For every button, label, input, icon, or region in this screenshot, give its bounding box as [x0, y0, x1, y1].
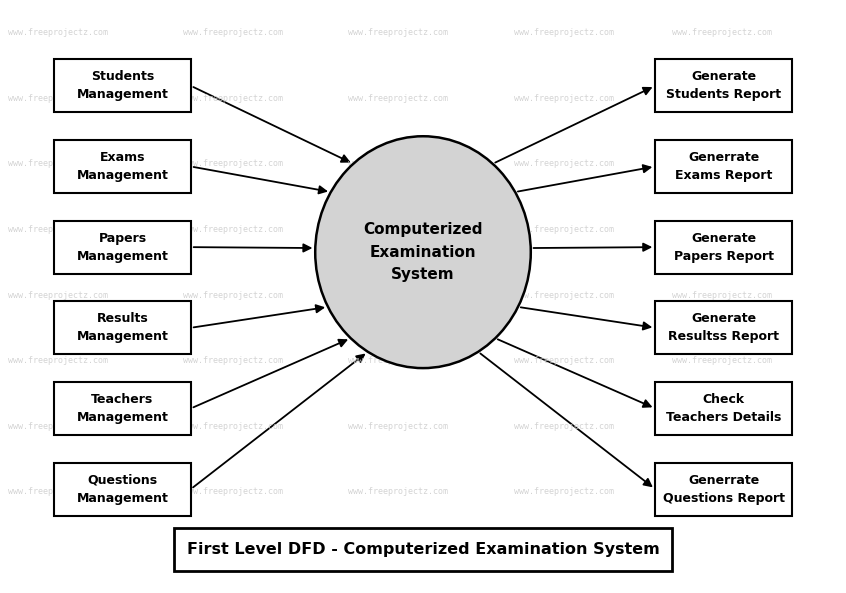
Text: www.freeprojectz.com: www.freeprojectz.com: [514, 225, 614, 234]
FancyBboxPatch shape: [54, 59, 191, 112]
Text: www.freeprojectz.com: www.freeprojectz.com: [672, 94, 772, 103]
Text: Generate
Students Report: Generate Students Report: [666, 71, 781, 101]
Text: Results
Management: Results Management: [76, 313, 168, 343]
Text: Teachers
Management: Teachers Management: [76, 393, 168, 424]
Text: www.freeprojectz.com: www.freeprojectz.com: [8, 28, 108, 37]
Text: www.freeprojectz.com: www.freeprojectz.com: [349, 160, 448, 168]
Text: Check
Teachers Details: Check Teachers Details: [666, 393, 781, 424]
Text: www.freeprojectz.com: www.freeprojectz.com: [349, 356, 448, 365]
Text: www.freeprojectz.com: www.freeprojectz.com: [514, 28, 614, 37]
FancyBboxPatch shape: [54, 382, 191, 435]
Text: First Level DFD - Computerized Examination System: First Level DFD - Computerized Examinati…: [187, 542, 659, 557]
Text: Exams
Management: Exams Management: [76, 151, 168, 182]
Text: www.freeprojectz.com: www.freeprojectz.com: [514, 422, 614, 431]
Text: www.freeprojectz.com: www.freeprojectz.com: [514, 160, 614, 168]
Text: www.freeprojectz.com: www.freeprojectz.com: [672, 291, 772, 299]
Text: www.freeprojectz.com: www.freeprojectz.com: [514, 487, 614, 496]
Text: www.freeprojectz.com: www.freeprojectz.com: [183, 422, 283, 431]
Text: www.freeprojectz.com: www.freeprojectz.com: [514, 356, 614, 365]
Text: Generrate
Exams Report: Generrate Exams Report: [675, 151, 772, 182]
Text: www.freeprojectz.com: www.freeprojectz.com: [183, 160, 283, 168]
Text: www.freeprojectz.com: www.freeprojectz.com: [672, 160, 772, 168]
Text: Computerized
Examination
System: Computerized Examination System: [363, 222, 483, 282]
Text: www.freeprojectz.com: www.freeprojectz.com: [672, 422, 772, 431]
Ellipse shape: [316, 136, 530, 368]
Text: www.freeprojectz.com: www.freeprojectz.com: [183, 225, 283, 234]
Text: Generate
Resultss Report: Generate Resultss Report: [668, 313, 779, 343]
Text: www.freeprojectz.com: www.freeprojectz.com: [8, 487, 108, 496]
FancyBboxPatch shape: [655, 140, 792, 193]
Text: www.freeprojectz.com: www.freeprojectz.com: [514, 94, 614, 103]
Text: www.freeprojectz.com: www.freeprojectz.com: [8, 225, 108, 234]
Text: www.freeprojectz.com: www.freeprojectz.com: [672, 356, 772, 365]
FancyBboxPatch shape: [54, 301, 191, 354]
Text: www.freeprojectz.com: www.freeprojectz.com: [349, 94, 448, 103]
FancyBboxPatch shape: [655, 463, 792, 515]
Text: www.freeprojectz.com: www.freeprojectz.com: [8, 291, 108, 299]
Text: www.freeprojectz.com: www.freeprojectz.com: [183, 487, 283, 496]
Text: www.freeprojectz.com: www.freeprojectz.com: [8, 356, 108, 365]
Text: Generate
Papers Report: Generate Papers Report: [673, 232, 773, 263]
FancyBboxPatch shape: [174, 528, 672, 571]
Text: Papers
Management: Papers Management: [76, 232, 168, 263]
Text: Generrate
Questions Report: Generrate Questions Report: [662, 474, 784, 505]
FancyBboxPatch shape: [655, 59, 792, 112]
Text: www.freeprojectz.com: www.freeprojectz.com: [349, 28, 448, 37]
Text: www.freeprojectz.com: www.freeprojectz.com: [349, 487, 448, 496]
FancyBboxPatch shape: [54, 140, 191, 193]
Text: www.freeprojectz.com: www.freeprojectz.com: [183, 28, 283, 37]
Text: www.freeprojectz.com: www.freeprojectz.com: [183, 291, 283, 299]
FancyBboxPatch shape: [655, 382, 792, 435]
Text: Students
Management: Students Management: [76, 71, 168, 101]
FancyBboxPatch shape: [655, 221, 792, 273]
FancyBboxPatch shape: [655, 301, 792, 354]
Text: www.freeprojectz.com: www.freeprojectz.com: [8, 160, 108, 168]
Text: www.freeprojectz.com: www.freeprojectz.com: [672, 487, 772, 496]
Text: www.freeprojectz.com: www.freeprojectz.com: [672, 28, 772, 37]
Text: www.freeprojectz.com: www.freeprojectz.com: [349, 291, 448, 299]
Text: www.freeprojectz.com: www.freeprojectz.com: [183, 94, 283, 103]
FancyBboxPatch shape: [54, 221, 191, 273]
Text: www.freeprojectz.com: www.freeprojectz.com: [183, 356, 283, 365]
Text: www.freeprojectz.com: www.freeprojectz.com: [349, 422, 448, 431]
Text: www.freeprojectz.com: www.freeprojectz.com: [349, 225, 448, 234]
FancyBboxPatch shape: [54, 463, 191, 515]
Text: www.freeprojectz.com: www.freeprojectz.com: [672, 225, 772, 234]
Text: www.freeprojectz.com: www.freeprojectz.com: [8, 422, 108, 431]
Text: www.freeprojectz.com: www.freeprojectz.com: [514, 291, 614, 299]
Text: Questions
Management: Questions Management: [76, 474, 168, 505]
Text: www.freeprojectz.com: www.freeprojectz.com: [8, 94, 108, 103]
